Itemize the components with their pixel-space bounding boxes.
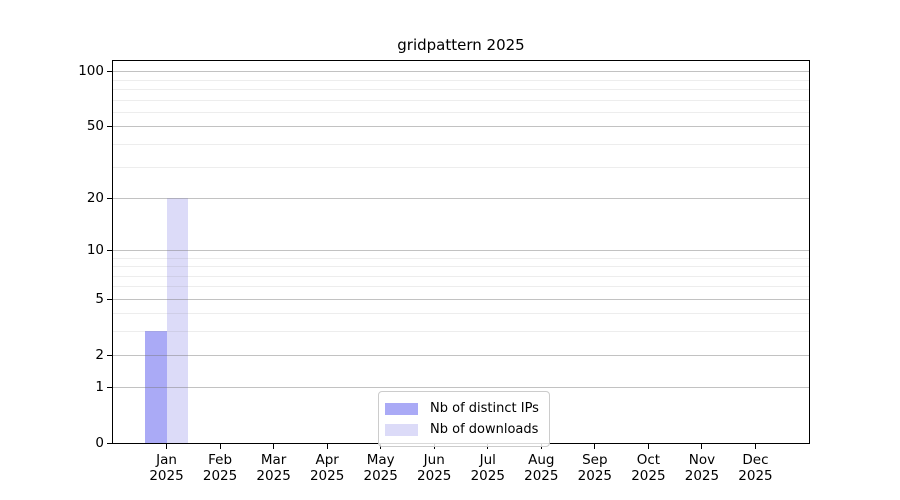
gridline-minor	[113, 331, 809, 333]
x-tick-month: Nov	[688, 452, 716, 468]
grid-layer	[113, 61, 809, 443]
bar-nb-of-distinct-ips	[145, 331, 167, 443]
legend-label: Nb of distinct IPs	[430, 401, 539, 416]
gridline-minor	[113, 144, 809, 146]
x-tick-year: 2025	[470, 468, 505, 484]
x-tick-mark	[754, 444, 756, 449]
gridline-minor	[113, 166, 809, 168]
x-tick-month: Jun	[423, 452, 445, 468]
gridline-minor	[113, 99, 809, 101]
y-tick-mark	[107, 298, 112, 300]
x-tick-year: 2025	[202, 468, 238, 484]
gridline-major	[113, 126, 809, 128]
gridline-major	[113, 197, 809, 199]
y-tick-mark	[107, 249, 112, 251]
y-tick-label: 50	[86, 118, 104, 135]
gridline-minor	[113, 112, 809, 114]
gridline-major	[113, 71, 809, 73]
x-tick-label: Aug 2025	[509, 452, 573, 484]
gridline-minor	[113, 313, 809, 315]
x-tick-mark	[647, 444, 649, 449]
x-tick-month: Mar	[260, 452, 287, 468]
x-tick-month: Aug	[528, 452, 555, 468]
x-tick-mark	[273, 444, 275, 449]
y-tick-label: 0	[95, 435, 104, 451]
x-tick-label: Jul 2025	[456, 452, 520, 484]
x-tick-year: 2025	[363, 468, 398, 484]
y-tick-mark	[107, 197, 112, 199]
x-tick-mark	[701, 444, 703, 449]
gridline-minor	[113, 286, 809, 288]
gridline-major	[113, 354, 809, 356]
gridline-minor	[113, 89, 809, 91]
x-tick-label: Nov 2025	[670, 452, 734, 484]
x-tick-label: Oct 2025	[616, 452, 680, 484]
x-tick-label: Dec 2025	[723, 452, 787, 484]
x-tick-month: Oct	[636, 452, 661, 468]
chart-title: gridpattern 2025	[397, 36, 525, 54]
x-tick-year: 2025	[631, 468, 666, 484]
bars-layer	[113, 61, 809, 443]
x-tick-label: Feb 2025	[188, 452, 252, 484]
x-tick-mark	[326, 444, 328, 449]
x-tick-label: Jun 2025	[402, 452, 466, 484]
gridline-minor	[113, 266, 809, 268]
x-tick-month: Sep	[582, 452, 608, 468]
x-tick-month: Jan	[156, 452, 177, 468]
x-tick-month: Feb	[208, 452, 233, 468]
y-tick-mark	[107, 387, 112, 389]
x-tick-mark	[219, 444, 221, 449]
x-tick-label: Sep 2025	[563, 452, 627, 484]
y-tick-label: 2	[95, 346, 104, 363]
x-tick-year: 2025	[524, 468, 559, 484]
y-tick-mark	[107, 443, 112, 444]
y-tick-label: 10	[86, 241, 104, 258]
x-tick-year: 2025	[684, 468, 720, 484]
x-tick-month: May	[366, 452, 395, 468]
x-tick-label: Mar 2025	[242, 452, 306, 484]
legend-item: Nb of distinct IPs	[385, 398, 539, 419]
x-tick-label: Apr 2025	[295, 452, 359, 484]
gridline-minor	[113, 275, 809, 277]
gridline-major	[113, 298, 809, 300]
x-tick-year: 2025	[417, 468, 452, 484]
gridline-major	[113, 387, 809, 389]
legend-swatch	[385, 402, 418, 415]
x-tick-year: 2025	[309, 468, 345, 484]
y-tick-label: 1	[95, 379, 104, 396]
y-tick-label: 20	[86, 189, 104, 206]
x-tick-year: 2025	[738, 468, 773, 484]
gridline-minor	[113, 257, 809, 259]
x-tick-year: 2025	[149, 468, 184, 484]
x-tick-month: Dec	[742, 452, 769, 468]
y-tick-label: 100	[78, 63, 104, 80]
legend-item: Nb of downloads	[385, 419, 539, 440]
bar-nb-of-downloads	[166, 197, 189, 443]
x-tick-mark	[594, 444, 596, 449]
y-tick-label: 5	[95, 290, 104, 307]
legend-swatch	[385, 423, 418, 436]
x-tick-year: 2025	[256, 468, 291, 484]
plot-area	[112, 60, 810, 444]
y-tick-mark	[107, 354, 112, 356]
y-tick-mark	[107, 126, 112, 128]
x-tick-month: Apr	[315, 452, 339, 468]
x-tick-month: Jul	[479, 452, 496, 468]
gridline-major	[113, 249, 809, 251]
legend: Nb of distinct IPs Nb of downloads	[378, 391, 550, 447]
x-tick-label: May 2025	[349, 452, 413, 484]
gridline-minor	[113, 79, 809, 81]
y-tick-mark	[107, 71, 112, 73]
x-tick-mark	[166, 444, 168, 449]
x-tick-label: Jan 2025	[135, 452, 199, 484]
x-tick-year: 2025	[577, 468, 613, 484]
legend-label: Nb of downloads	[430, 422, 539, 437]
